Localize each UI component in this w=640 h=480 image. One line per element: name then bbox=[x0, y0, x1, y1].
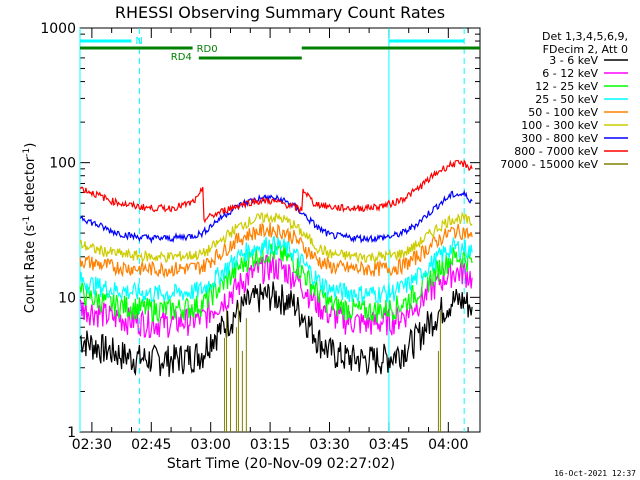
x-tick-label: 02:30 bbox=[72, 437, 112, 453]
legend-header-line: FDecim 2, Att 0 bbox=[543, 43, 628, 56]
y-tick-label: 1 bbox=[67, 425, 76, 441]
rd0-label: RD0 bbox=[197, 44, 218, 55]
y-axis-label-part1: Count Rate (s bbox=[23, 225, 38, 314]
series-line-3 bbox=[79, 235, 473, 304]
y-axis-label-sup2: -1 bbox=[22, 148, 32, 157]
x-tick-label: 03:30 bbox=[309, 437, 349, 453]
x-axis-label: Start Time (20-Nov-09 02:27:02) bbox=[167, 456, 395, 472]
series-line-0 bbox=[79, 281, 473, 377]
legend-entry-label: 3 - 6 keV bbox=[549, 54, 598, 67]
y-axis-label: Count Rate (s-1 detector-1) bbox=[22, 143, 38, 314]
y-tick-label: 1000 bbox=[40, 21, 76, 37]
x-tick-label: 02:45 bbox=[131, 437, 171, 453]
legend-entry-label: 100 - 300 keV bbox=[521, 119, 598, 132]
axes-group: 1 10 100 1000 02:30 02:45 03:00 03:15 03:30 03:45… bbox=[40, 21, 481, 453]
legend-entry-label: 25 - 50 keV bbox=[535, 93, 598, 106]
legend: Det 1,3,4,5,6,9,FDecim 2, Att 03 - 6 keV… bbox=[500, 30, 628, 171]
legend-entry-label: 800 - 7000 keV bbox=[514, 145, 598, 158]
night-label: N bbox=[135, 36, 142, 47]
legend-entry-label: 50 - 100 keV bbox=[528, 106, 598, 119]
x-tick-label: 04:00 bbox=[428, 437, 468, 453]
legend-entry-label: 6 - 12 keV bbox=[542, 67, 598, 80]
rd4-label: RD4 bbox=[171, 52, 192, 63]
series-line-6 bbox=[79, 189, 473, 245]
legend-entry-label: 300 - 800 keV bbox=[521, 132, 598, 145]
x-tick-label: 03:15 bbox=[250, 437, 290, 453]
legend-header-line: Det 1,3,4,5,6,9, bbox=[542, 30, 628, 43]
legend-entry-label: 12 - 25 keV bbox=[535, 80, 598, 93]
timestamp: 16-Oct-2021 12:37 bbox=[554, 469, 636, 478]
y-axis-label-sup1: -1 bbox=[22, 216, 32, 225]
series-group bbox=[79, 159, 473, 432]
series-line-4 bbox=[79, 222, 473, 279]
x-tick-label: 03:00 bbox=[191, 437, 231, 453]
y-axis-label-part3: ) bbox=[23, 143, 38, 148]
x-tick-label: 03:45 bbox=[369, 437, 409, 453]
y-tick-label: 100 bbox=[49, 156, 76, 172]
series-line-5 bbox=[79, 211, 473, 265]
status-bars: N RD0 RD4 bbox=[80, 36, 480, 63]
series-line-7 bbox=[79, 159, 473, 224]
y-axis-label-part2: detector bbox=[23, 156, 38, 216]
series-line-2 bbox=[79, 242, 473, 324]
chart-title: RHESSI Observing Summary Count Rates bbox=[115, 3, 445, 22]
legend-entry-label: 7000 - 15000 keV bbox=[500, 158, 598, 171]
y-tick-label: 10 bbox=[58, 290, 76, 306]
